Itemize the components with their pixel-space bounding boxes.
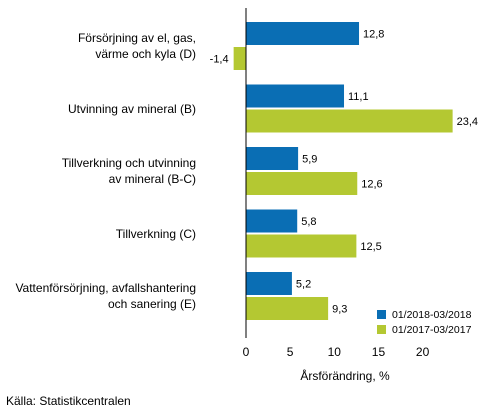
legend-swatch <box>377 310 386 319</box>
data-label: 5,8 <box>301 216 316 228</box>
bar <box>246 109 453 133</box>
source-note: Källa: Statistikcentralen <box>6 394 131 408</box>
bar <box>246 22 360 45</box>
category-label: Vattenförsörjning, avfallshantering och … <box>15 281 196 311</box>
x-tick-label: 0 <box>243 345 250 359</box>
data-label: 12,5 <box>360 241 381 253</box>
data-label: 12,8 <box>363 29 384 41</box>
data-label: 5,9 <box>302 154 317 166</box>
bar <box>246 84 345 108</box>
bar <box>246 172 358 195</box>
legend-label: 01/2018-03/2018 <box>392 308 472 321</box>
category-label: Tillverkning och utvinning av mineral (B… <box>61 156 196 186</box>
bar <box>246 272 292 295</box>
data-label: 5,2 <box>296 279 311 291</box>
data-label: 11,1 <box>348 91 369 103</box>
category-label: Utvinning av mineral (B) <box>67 101 196 116</box>
data-label: -1,4 <box>210 54 229 66</box>
bar <box>246 209 298 233</box>
bar <box>246 147 299 170</box>
data-label: 12,6 <box>361 179 382 191</box>
legend: 01/2018-03/2018 01/2017-03/2017 <box>377 307 471 337</box>
data-label: 9,3 <box>332 304 347 316</box>
x-axis-title: Årsförändring, % <box>300 368 390 383</box>
x-tick-label: 10 <box>328 345 342 359</box>
category-label: Tillverkning (C) <box>115 226 196 241</box>
x-tick-label: 5 <box>287 345 294 359</box>
legend-item: 01/2017-03/2017 <box>377 322 471 337</box>
legend-item: 01/2018-03/2018 <box>377 307 471 322</box>
x-tick-label: 15 <box>372 345 386 359</box>
data-label: 23,4 <box>457 116 478 128</box>
legend-swatch <box>377 325 386 334</box>
bar <box>233 47 246 70</box>
legend-label: 01/2017-03/2017 <box>392 323 472 336</box>
x-tick-label: 20 <box>416 345 430 359</box>
bar <box>246 234 357 258</box>
category-label: Försörjning av el, gas, värme och kyla (… <box>77 31 196 61</box>
bar <box>246 297 329 320</box>
